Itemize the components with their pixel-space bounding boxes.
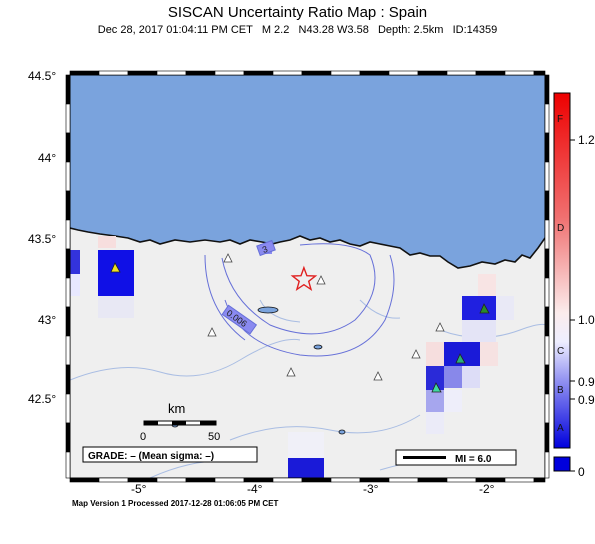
lon-label: -5° (131, 482, 147, 496)
lat-label: 44° (38, 151, 56, 165)
station-triangle-icon (431, 382, 442, 393)
colorbar-letter: C (557, 346, 564, 357)
contour-lines (204, 243, 395, 357)
colorbar: F D C B A 1.2 1.0 0.9 0.9 0 (553, 92, 595, 479)
lakes (171, 306, 346, 435)
station-triangle-icon (479, 303, 490, 314)
uncertainty-cells (70, 236, 514, 478)
map-frame (65, 70, 550, 483)
station-triangle-icon (455, 353, 466, 364)
map-area[interactable]: 3 0.006 km 0 (70, 75, 549, 478)
svg-text:50: 50 (208, 431, 220, 443)
colorbar-letter: F (557, 114, 563, 125)
lat-label: 42.5° (28, 392, 56, 406)
station-triangle-icon (316, 275, 326, 285)
lon-label: -3° (363, 482, 379, 496)
coastline (70, 227, 545, 269)
lat-axis: 44.5° 44° 43.5° 43° 42.5° (28, 69, 56, 406)
mi-legend: MI = 6.0 (395, 449, 517, 466)
map-title: SISCAN Uncertainty Ratio Map : Spain (167, 4, 428, 21)
stations (110, 253, 490, 393)
svg-text:GRADE: – (Mean sigma: –): GRADE: – (Mean sigma: –) (88, 451, 214, 462)
colorbar-letter: D (557, 223, 564, 234)
station-triangle-icon (223, 253, 233, 263)
colorbar-value: 0.9 (578, 393, 595, 407)
lon-label: -2° (479, 482, 495, 496)
colorbar-letter: B (557, 385, 564, 396)
scale-bar: km 0 50 (140, 401, 220, 443)
station-triangle-icon (411, 349, 421, 359)
lon-label: -4° (247, 482, 263, 496)
station-triangle-icon (435, 322, 445, 332)
svg-text:km: km (168, 401, 185, 416)
lat-label: 44.5° (28, 69, 56, 83)
sea-area (70, 75, 545, 268)
colorbar-letter: A (557, 423, 564, 434)
lon-axis: -5° -4° -3° -2° (131, 482, 495, 496)
lat-label: 43° (38, 313, 56, 327)
svg-text:3: 3 (261, 244, 269, 255)
svg-text:0: 0 (140, 431, 146, 443)
station-triangle-icon (286, 367, 296, 377)
event-info: Dec 28, 2017 01:04:11 PM CET M 2.2 N43.2… (97, 24, 498, 36)
grade-box: GRADE: – (Mean sigma: –) (82, 446, 258, 463)
lat-label: 43.5° (28, 232, 56, 246)
svg-text:MI = 6.0: MI = 6.0 (455, 454, 492, 465)
colorbar-value: 0.9 (578, 375, 595, 389)
station-triangle-icon (207, 327, 217, 337)
processing-info: Map Version 1 Processed 2017-12-28 01:06… (72, 499, 279, 508)
station-triangle-icon (373, 371, 383, 381)
station-triangle-icon (110, 262, 121, 273)
epicenter-star-icon[interactable] (290, 265, 318, 292)
contour-label-3: 3 (256, 239, 276, 257)
colorbar-value: 0 (578, 465, 585, 479)
colorbar-value: 1.2 (578, 133, 595, 147)
colorbar-value: 1.0 (578, 313, 595, 327)
